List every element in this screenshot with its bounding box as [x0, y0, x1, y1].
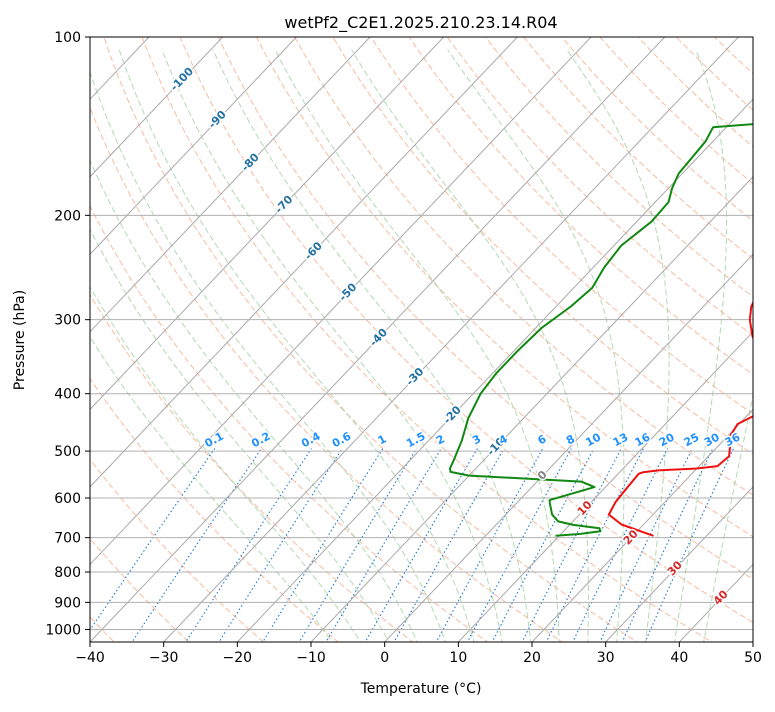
y-tick-label: 300 [54, 313, 81, 329]
y-tick-label: 800 [54, 565, 81, 581]
x-tick-label: −30 [149, 650, 179, 666]
x-tick-label: 10 [449, 650, 467, 666]
y-tick-label: 200 [54, 208, 81, 224]
y-tick-label: 600 [54, 491, 81, 507]
x-tick-label: 50 [744, 650, 762, 666]
y-tick-label: 1000 [45, 622, 81, 638]
y-tick-label: 700 [54, 531, 81, 547]
y-tick-label: 900 [54, 595, 81, 611]
x-tick-label: 0 [380, 650, 389, 666]
x-tick-label: −40 [75, 650, 105, 666]
chart-title: wetPf2_C2E1.2025.210.23.14.R04 [284, 13, 557, 33]
x-tick-label: 20 [523, 650, 541, 666]
x-tick-label: 30 [597, 650, 615, 666]
x-tick-label: −20 [223, 650, 253, 666]
x-tick-label: −10 [296, 650, 326, 666]
y-tick-label: 100 [54, 30, 81, 46]
x-tick-label: 40 [670, 650, 688, 666]
x-axis-label: Temperature (°C) [360, 681, 482, 697]
y-tick-label: 400 [54, 387, 81, 403]
y-axis-label: Pressure (hPa) [12, 290, 28, 390]
y-tick-label: 500 [54, 444, 81, 460]
